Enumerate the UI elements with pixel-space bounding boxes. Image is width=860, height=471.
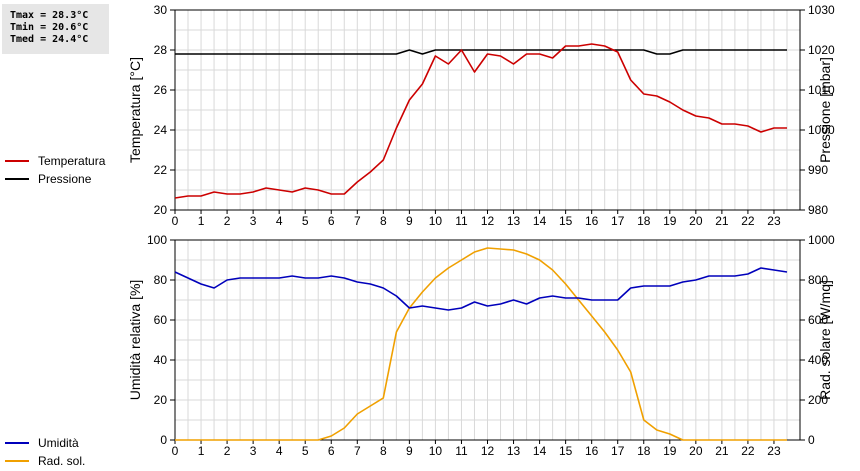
chart2-x-tick-label: 2	[224, 444, 231, 458]
legend-swatch-pressione	[5, 178, 29, 180]
chart2-left-tick-label: 0	[160, 433, 167, 447]
chart2-x-tick-label: 9	[406, 444, 413, 458]
chart2-x-tick-label: 22	[741, 444, 755, 458]
legend-swatch-rad-sol	[5, 460, 29, 462]
chart1-x-tick-label: 21	[715, 214, 729, 228]
legend-item-temperatura: Temperatura	[0, 153, 130, 171]
chart1-x-tick-label: 11	[455, 214, 468, 228]
chart2-x-tick-label: 19	[663, 444, 677, 458]
tmed-stat: Tmed = 24.4°C	[10, 34, 89, 45]
chart2-x-tick-label: 23	[767, 444, 781, 458]
chart2-right-tick-label: 800	[808, 273, 828, 287]
chart2-x-tick-label: 21	[715, 444, 729, 458]
chart1-x-tick-label: 13	[507, 214, 521, 228]
chart2-x-tick-label: 12	[481, 444, 495, 458]
chart1-x-tick-label: 7	[354, 214, 361, 228]
chart1-x-tick-label: 9	[406, 214, 413, 228]
chart2-x-tick-label: 17	[611, 444, 625, 458]
chart1-x-tick-label: 10	[429, 214, 443, 228]
stats-box: Tmax = 28.3°C Tmin = 20.6°C Tmed = 24.4°…	[2, 4, 109, 54]
chart1-x-tick-label: 12	[481, 214, 495, 228]
chart1-x-tick-label: 5	[302, 214, 309, 228]
chart1-left-tick-label: 20	[154, 203, 168, 217]
chart1-left-axis-title: Temperatura [°C]	[127, 57, 143, 163]
legend-item-umidita: Umidità	[0, 435, 130, 453]
chart2-x-tick-label: 18	[637, 444, 651, 458]
chart1-x-tick-label: 17	[611, 214, 625, 228]
chart1-x-tick-label: 23	[767, 214, 781, 228]
chart1-left-tick-label: 28	[154, 43, 168, 57]
chart2-x-tick-label: 20	[689, 444, 703, 458]
chart2-left-tick-label: 40	[154, 353, 168, 367]
chart1-x-tick-label: 6	[328, 214, 335, 228]
chart2-right-axis-title: Rad. solare [W/mq]	[817, 280, 833, 400]
chart1-right-tick-label: 1030	[808, 3, 835, 17]
chart2-x-tick-label: 14	[533, 444, 547, 458]
chart2-x-tick-label: 3	[250, 444, 257, 458]
chart1-right-tick-label: 1000	[808, 123, 835, 137]
chart1-left-tick-label: 22	[154, 163, 168, 177]
chart1-right-tick-label: 980	[808, 203, 828, 217]
chart2-x-tick-label: 15	[559, 444, 573, 458]
legend-label-umidita: Umidità	[38, 436, 79, 450]
chart1-x-tick-label: 22	[741, 214, 755, 228]
tmax-stat: Tmax = 28.3°C	[10, 10, 89, 21]
legend-top: Temperatura Pressione	[0, 153, 130, 189]
chart2-right-tick-label: 200	[808, 393, 828, 407]
chart2-right-tick-label: 400	[808, 353, 828, 367]
chart1-left-tick-label: 26	[154, 83, 168, 97]
chart1-left-tick-label: 30	[154, 3, 168, 17]
chart1-x-tick-label: 0	[172, 214, 179, 228]
chart2-x-tick-label: 7	[354, 444, 361, 458]
chart1-x-tick-label: 19	[663, 214, 677, 228]
chart2-left-tick-label: 20	[154, 393, 168, 407]
chart2-left-axis-title: Umidità relativa [%]	[127, 280, 143, 401]
chart1-right-tick-label: 1020	[808, 43, 835, 57]
chart2-x-tick-label: 8	[380, 444, 387, 458]
chart2-x-tick-label: 4	[276, 444, 283, 458]
chart1-x-tick-label: 1	[198, 214, 205, 228]
chart1-right-axis-title: Pressione [mbar]	[817, 57, 833, 163]
chart2-x-tick-label: 5	[302, 444, 309, 458]
chart2-x-tick-label: 11	[455, 444, 468, 458]
legend-swatch-umidita	[5, 442, 29, 444]
chart1-x-tick-label: 15	[559, 214, 573, 228]
chart1-x-tick-label: 3	[250, 214, 257, 228]
legend-swatch-temperatura	[5, 160, 29, 162]
chart1-series-line-temperatura	[174, 43, 787, 199]
chart2-right-tick-label: 600	[808, 313, 828, 327]
chart1-x-tick-label: 4	[276, 214, 283, 228]
chart2-x-tick-label: 0	[172, 444, 179, 458]
chart2-x-tick-label: 6	[328, 444, 335, 458]
chart1-right-tick-label: 990	[808, 163, 828, 177]
chart1-x-tick-label: 20	[689, 214, 703, 228]
chart1-x-tick-label: 8	[380, 214, 387, 228]
chart2-left-tick-label: 80	[154, 273, 168, 287]
chart2-x-tick-label: 1	[198, 444, 205, 458]
chart2-left-tick-label: 100	[147, 233, 167, 247]
chart1-x-tick-label: 14	[533, 214, 547, 228]
legend-label-pressione: Pressione	[38, 172, 92, 186]
chart1-right-tick-label: 1010	[808, 83, 835, 97]
chart2-left-tick-label: 60	[154, 313, 168, 327]
chart2-right-tick-label: 1000	[808, 233, 835, 247]
chart1-left-tick-label: 24	[154, 123, 168, 137]
chart2-series-line-umidit	[174, 267, 788, 311]
chart2-x-tick-label: 16	[585, 444, 599, 458]
chart1-x-tick-label: 2	[224, 214, 231, 228]
legend-label-temperatura: Temperatura	[38, 154, 106, 168]
chart2-x-tick-label: 13	[507, 444, 521, 458]
tmin-stat: Tmin = 20.6°C	[10, 22, 89, 33]
chart2-right-tick-label: 0	[808, 433, 815, 447]
chart1-x-tick-label: 18	[637, 214, 651, 228]
chart1-series-line-pressione	[175, 49, 787, 55]
legend-item-pressione: Pressione	[0, 171, 130, 189]
chart2-x-tick-label: 10	[429, 444, 443, 458]
chart2-series-line-rad-sol	[175, 247, 787, 441]
chart1-x-tick-label: 16	[585, 214, 599, 228]
